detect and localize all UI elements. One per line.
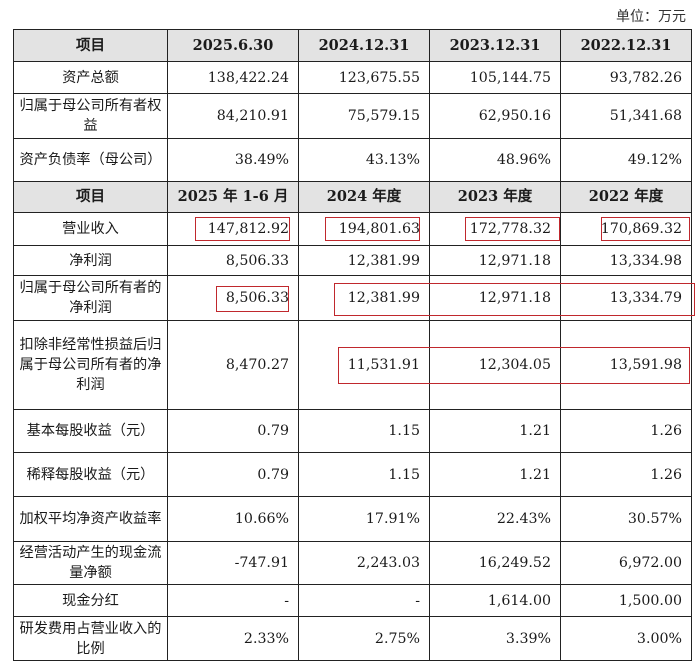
table-row: 净利润 8,506.33 12,381.99 12,971.18 13,334.… [13,245,692,276]
row-label: 资产总额 [13,61,168,94]
header-cell: 2025.6.30 [167,29,299,62]
cell-value: 93,782.26 [560,61,692,94]
cell-value: 147,812.92 [167,212,299,246]
cell-value: 13,591.98 [560,320,692,410]
header-cell: 2025 年 1-6 月 [167,181,299,213]
cell-value: 3.39% [429,616,561,661]
header-cell: 2024 年度 [298,181,430,213]
header-cell: 2023 年度 [429,181,561,213]
cell-value: 30.57% [560,496,692,542]
cell-value: 1,500.00 [560,584,692,617]
header-cell: 2022.12.31 [560,29,692,62]
cell-value: 8,506.33 [167,275,299,321]
table-row: 研发费用占营业收入的比例 2.33% 2.75% 3.39% 3.00% [13,616,692,661]
cell-value: 170,869.32 [560,212,692,246]
cell-value: 3.00% [560,616,692,661]
row-label: 归属于母公司所有者权益 [13,93,168,139]
cell-value: 43.13% [298,138,430,182]
header-row-income: 项目 2025 年 1-6 月 2024 年度 2023 年度 2022 年度 [13,181,692,213]
cell-value: 6,972.00 [560,541,692,585]
table-row: 归属于母公司所有者权益 84,210.91 75,579.15 62,950.1… [13,93,692,139]
cell-value: 38.49% [167,138,299,182]
cell-value: 2.75% [298,616,430,661]
header-cell: 项目 [13,29,168,62]
row-label: 加权平均净资产收益率 [13,496,168,542]
cell-value: 11,531.91 [298,320,430,410]
cell-value: 48.96% [429,138,561,182]
header-cell: 2022 年度 [560,181,692,213]
cell-value: 10.66% [167,496,299,542]
header-cell: 项目 [13,181,168,213]
unit-label: 单位：万元 [616,9,686,25]
cell-value: 8,470.27 [167,320,299,410]
table-row: 现金分红 - - 1,614.00 1,500.00 [13,584,692,617]
cell-value: 13,334.98 [560,245,692,276]
cell-value: 75,579.15 [298,93,430,139]
cell-value: 0.79 [167,409,299,453]
cell-value: 1.21 [429,452,561,497]
row-label: 归属于母公司所有者的净利润 [13,275,168,321]
cell-value: 1,614.00 [429,584,561,617]
row-label: 资产负债率（母公司） [13,138,168,182]
cell-value: 1.21 [429,409,561,453]
cell-value: 12,971.18 [429,245,561,276]
table-row: 资产总额 138,422.24 123,675.55 105,144.75 93… [13,61,692,94]
table-row: 扣除非经常性损益后归属于母公司所有者的净利润 8,470.27 11,531.9… [13,320,692,410]
table-row: 营业收入 147,812.92 194,801.63 172,778.32 17… [13,212,692,246]
cell-value: 17.91% [298,496,430,542]
cell-value: - [298,584,430,617]
cell-value: 12,381.99 [298,245,430,276]
row-label: 扣除非经常性损益后归属于母公司所有者的净利润 [13,320,168,410]
row-label: 稀释每股收益（元） [13,452,168,497]
cell-value: 1.26 [560,409,692,453]
cell-value: 1.15 [298,409,430,453]
header-cell: 2024.12.31 [298,29,430,62]
cell-value: 1.26 [560,452,692,497]
cell-value: 51,341.68 [560,93,692,139]
cell-value: 8,506.33 [167,245,299,276]
header-cell: 2023.12.31 [429,29,561,62]
table-row: 稀释每股收益（元） 0.79 1.15 1.21 1.26 [13,452,692,497]
row-label: 基本每股收益（元） [13,409,168,453]
cell-value: - [167,584,299,617]
cell-value: 12,304.05 [429,320,561,410]
cell-value: 12,381.99 [298,275,430,321]
cell-value: 2.33% [167,616,299,661]
row-label: 现金分红 [13,584,168,617]
table-row: 经营活动产生的现金流量净额 -747.91 2,243.03 16,249.52… [13,541,692,585]
header-row-balance: 项目 2025.6.30 2024.12.31 2023.12.31 2022.… [13,29,692,62]
table-row: 归属于母公司所有者的净利润 8,506.33 12,381.99 12,971.… [13,275,692,321]
cell-value: 194,801.63 [298,212,430,246]
row-label: 净利润 [13,245,168,276]
cell-value: 123,675.55 [298,61,430,94]
cell-value: 12,971.18 [429,275,561,321]
row-label: 经营活动产生的现金流量净额 [13,541,168,585]
cell-value: 172,778.32 [429,212,561,246]
cell-value: 49.12% [560,138,692,182]
table-row: 加权平均净资产收益率 10.66% 17.91% 22.43% 30.57% [13,496,692,542]
row-label: 研发费用占营业收入的比例 [13,616,168,661]
cell-value: 138,422.24 [167,61,299,94]
table-row: 基本每股收益（元） 0.79 1.15 1.21 1.26 [13,409,692,453]
cell-value: 13,334.79 [560,275,692,321]
cell-value: 105,144.75 [429,61,561,94]
cell-value: 16,249.52 [429,541,561,585]
cell-value: 2,243.03 [298,541,430,585]
cell-value: 62,950.16 [429,93,561,139]
table-row: 资产负债率（母公司） 38.49% 43.13% 48.96% 49.12% [13,138,692,182]
cell-value: 0.79 [167,452,299,497]
cell-value: 22.43% [429,496,561,542]
cell-value: 1.15 [298,452,430,497]
row-label: 营业收入 [13,212,168,246]
cell-value: 84,210.91 [167,93,299,139]
financial-table: 项目 2025.6.30 2024.12.31 2023.12.31 2022.… [13,29,692,661]
cell-value: -747.91 [167,541,299,585]
